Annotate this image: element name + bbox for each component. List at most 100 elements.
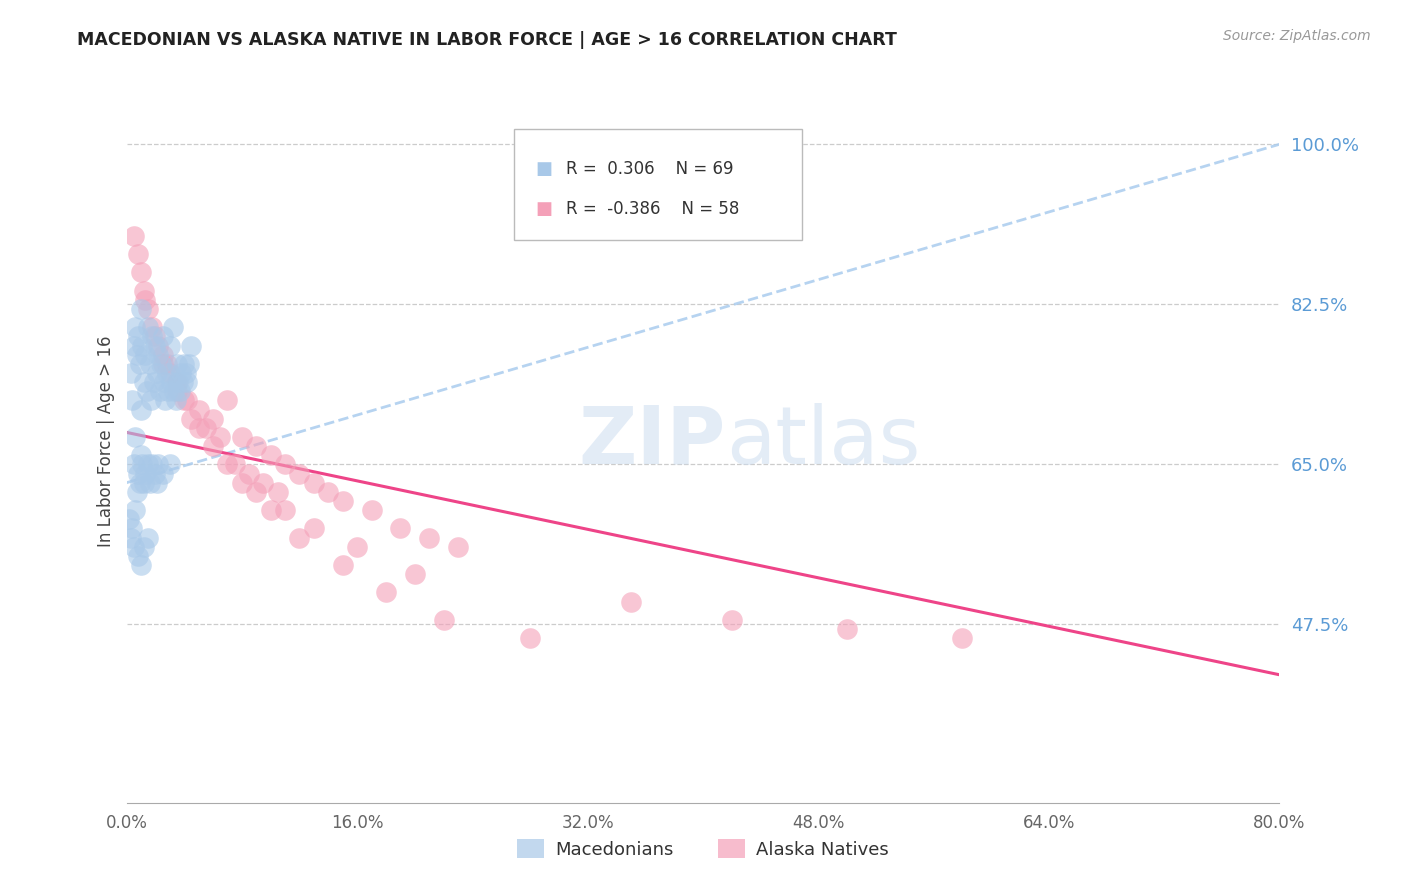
Point	[160, 375, 183, 389]
Point	[118, 512, 141, 526]
Point	[177, 357, 200, 371]
Point	[157, 384, 180, 399]
Point	[120, 366, 142, 380]
Point	[238, 467, 260, 481]
Point	[129, 448, 152, 462]
Point	[835, 622, 858, 636]
Point	[180, 338, 202, 352]
Point	[129, 265, 152, 279]
Point	[156, 366, 179, 380]
Point	[170, 366, 193, 380]
Point	[145, 467, 166, 481]
Point	[146, 366, 169, 380]
Text: R =  0.306    N = 69: R = 0.306 N = 69	[567, 160, 734, 178]
Point	[231, 430, 253, 444]
Point	[172, 375, 194, 389]
Point	[162, 320, 184, 334]
Point	[194, 421, 217, 435]
Point	[141, 320, 163, 334]
Point	[134, 467, 156, 481]
Point	[224, 458, 246, 472]
Point	[131, 458, 153, 472]
Point	[346, 540, 368, 554]
Point	[163, 384, 186, 399]
Point	[136, 320, 159, 334]
Point	[122, 228, 145, 243]
Point	[152, 348, 174, 362]
Point	[128, 475, 150, 490]
Point	[389, 521, 412, 535]
Point	[129, 301, 152, 316]
Point	[302, 475, 325, 490]
Point	[174, 366, 197, 380]
Point	[159, 366, 181, 380]
Point	[155, 393, 177, 408]
Point	[125, 348, 148, 362]
Point	[187, 402, 209, 417]
Point	[404, 567, 426, 582]
Point	[152, 357, 174, 371]
Point	[176, 375, 198, 389]
Point	[288, 467, 311, 481]
Point	[146, 475, 169, 490]
Point	[519, 631, 541, 645]
Point	[274, 503, 297, 517]
Point	[138, 475, 160, 490]
Point	[245, 439, 267, 453]
Point	[141, 329, 163, 343]
Point	[148, 338, 170, 352]
Point	[267, 484, 290, 499]
Point	[127, 329, 149, 343]
Text: ■: ■	[536, 200, 553, 218]
Text: ZIP: ZIP	[579, 402, 725, 481]
Text: atlas: atlas	[725, 402, 921, 481]
Point	[159, 458, 181, 472]
Point	[620, 594, 643, 608]
Point	[173, 357, 195, 371]
Point	[148, 458, 170, 472]
Point	[332, 494, 354, 508]
Point	[231, 475, 253, 490]
Point	[136, 301, 159, 316]
Point	[274, 458, 297, 472]
Point	[127, 247, 149, 261]
Legend: Macedonians, Alaska Natives: Macedonians, Alaska Natives	[510, 832, 896, 866]
Point	[217, 393, 239, 408]
Point	[128, 357, 150, 371]
Point	[150, 357, 173, 371]
Point	[152, 329, 174, 343]
Point	[173, 393, 195, 408]
Point	[124, 320, 146, 334]
Point	[120, 531, 142, 545]
Point	[332, 558, 354, 572]
Point	[721, 613, 744, 627]
Point	[135, 384, 157, 399]
Point	[259, 503, 281, 517]
Point	[159, 338, 181, 352]
Point	[122, 458, 145, 472]
Point	[165, 393, 187, 408]
Point	[318, 484, 340, 499]
Point	[167, 375, 190, 389]
Point	[433, 613, 456, 627]
Text: R =  -0.386    N = 58: R = -0.386 N = 58	[567, 200, 740, 218]
Point	[169, 384, 191, 399]
Point	[152, 467, 174, 481]
Point	[121, 393, 143, 408]
Point	[136, 458, 159, 472]
Point	[374, 585, 398, 599]
Point	[145, 329, 166, 343]
Point	[360, 503, 382, 517]
Point	[202, 411, 225, 425]
Point	[122, 338, 145, 352]
Point	[180, 411, 202, 425]
Point	[129, 558, 152, 572]
Y-axis label: In Labor Force | Age > 16: In Labor Force | Age > 16	[97, 335, 115, 548]
Point	[145, 338, 166, 352]
Point	[288, 531, 311, 545]
Point	[447, 540, 470, 554]
Point	[124, 503, 146, 517]
Point	[127, 467, 149, 481]
Point	[217, 458, 239, 472]
Text: Source: ZipAtlas.com: Source: ZipAtlas.com	[1223, 29, 1371, 43]
